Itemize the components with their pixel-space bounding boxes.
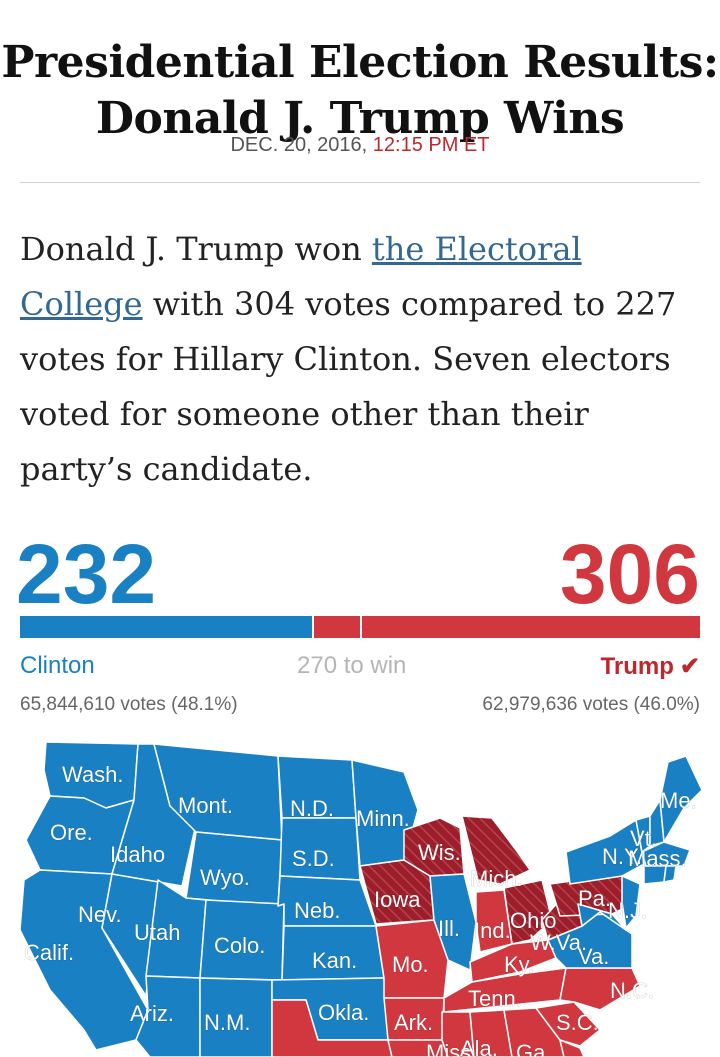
state-label: Wyo. <box>200 865 250 890</box>
clinton-bar-segment <box>20 616 313 638</box>
state-label: Colo. <box>214 933 265 958</box>
state-ma[interactable] <box>641 841 691 867</box>
trump-name-text: Trump <box>600 653 674 680</box>
state-label: Okla. <box>318 1000 369 1025</box>
state-label: Vt. <box>630 826 657 851</box>
state-fl[interactable] <box>559 1039 585 1057</box>
state-ri[interactable] <box>663 865 677 883</box>
dateline-date: DEC. 20, 2016, <box>230 134 368 156</box>
state-nj[interactable] <box>621 875 641 929</box>
summary-text-start: Donald J. Trump won <box>20 230 372 268</box>
state-label: Ohio <box>510 908 556 933</box>
state-oh[interactable] <box>503 879 553 945</box>
state-label: N.C. <box>610 978 654 1003</box>
state-label: Me. <box>660 788 697 813</box>
state-label: N.Y. <box>602 844 642 869</box>
state-label: Iowa <box>374 887 421 912</box>
state-label: W.Va. <box>530 930 587 955</box>
state-label: Tenn. <box>468 986 522 1011</box>
state-label: Ga. <box>516 1040 551 1057</box>
clinton-popular-votes: 65,844,610 votes (48.1%) <box>20 694 238 715</box>
state-label: Mo. <box>392 952 429 977</box>
state-label: Ore. <box>50 820 93 845</box>
state-me[interactable] <box>659 755 703 843</box>
trump-bar-segment <box>313 616 700 638</box>
state-label: S.C. <box>556 1010 599 1035</box>
state-label: Pa. <box>578 886 611 911</box>
state-label: Wis. <box>418 840 461 865</box>
state-md[interactable] <box>577 903 627 931</box>
state-label: N.M. <box>204 1010 250 1035</box>
headline: Presidential Election Results: Donald J.… <box>0 35 720 147</box>
electoral-college-link[interactable]: the Electoral College <box>20 230 582 323</box>
clinton-electoral-total: 232 <box>16 527 157 621</box>
state-label: Calif. <box>24 940 74 965</box>
state-ny[interactable] <box>565 819 645 885</box>
state-label: Mont. <box>178 793 233 818</box>
state-label: Ind. <box>474 918 511 943</box>
checkmark-icon: ✔ <box>679 653 700 680</box>
headline-line-1: Presidential Election Results: <box>1 37 719 89</box>
divider <box>20 182 700 183</box>
clinton-name: Clinton <box>20 652 95 679</box>
state-label: Va. <box>578 944 609 969</box>
state-label: Ark. <box>394 1010 433 1035</box>
state-label: Miss. <box>426 1040 477 1057</box>
state-label: Mass. <box>628 846 687 871</box>
state-label: Ky. <box>504 952 534 977</box>
state-label: Neb. <box>294 898 340 923</box>
trump-name-winner: Trump ✔ <box>601 652 700 681</box>
state-sc[interactable] <box>535 1001 601 1047</box>
state-label: Mich. <box>470 866 523 891</box>
state-label: Ill. <box>438 916 460 941</box>
state-label: Ariz. <box>130 1001 174 1026</box>
state-label: Utah <box>134 920 180 945</box>
threshold-label: 270 to win <box>297 652 407 679</box>
electoral-vote-bar <box>20 616 700 638</box>
state-label: Ala. <box>460 1036 498 1057</box>
state-il[interactable] <box>429 873 477 971</box>
state-label: Idaho <box>110 842 165 867</box>
dateline: DEC. 20, 2016, 12:15 PM ET <box>0 134 720 157</box>
summary-text-end: with 304 votes compared to 227 votes for… <box>20 285 677 488</box>
state-al[interactable] <box>469 1009 513 1057</box>
state-label: Wash. <box>62 762 124 787</box>
dateline-time: 12:15 PM ET <box>372 134 490 156</box>
us-electoral-map: Wash. Ore. Calif.Nev. Idaho Mont. Wyo. Utah Col… <box>19 741 703 1057</box>
state-label: Kan. <box>312 948 357 973</box>
threshold-marker <box>360 616 362 638</box>
state-label: Minn. <box>356 806 410 831</box>
state-in[interactable] <box>475 889 513 953</box>
state-label: N.D. <box>290 796 334 821</box>
trump-segment-divider <box>312 616 314 638</box>
state-mi[interactable] <box>461 815 531 885</box>
trump-electoral-total: 306 <box>559 527 700 621</box>
state-label: Nev. <box>78 902 122 927</box>
state-ms[interactable] <box>441 1011 475 1057</box>
state-nm[interactable] <box>199 977 273 1057</box>
state-la[interactable] <box>387 1039 449 1057</box>
summary-paragraph: Donald J. Trump won the Electoral Colleg… <box>20 222 710 497</box>
state-label: S.D. <box>292 846 335 871</box>
trump-popular-votes: 62,979,636 votes (46.0%) <box>482 694 700 715</box>
state-label: N.J. <box>608 898 647 923</box>
headline-line-2: Donald J. Trump Wins <box>95 93 625 145</box>
